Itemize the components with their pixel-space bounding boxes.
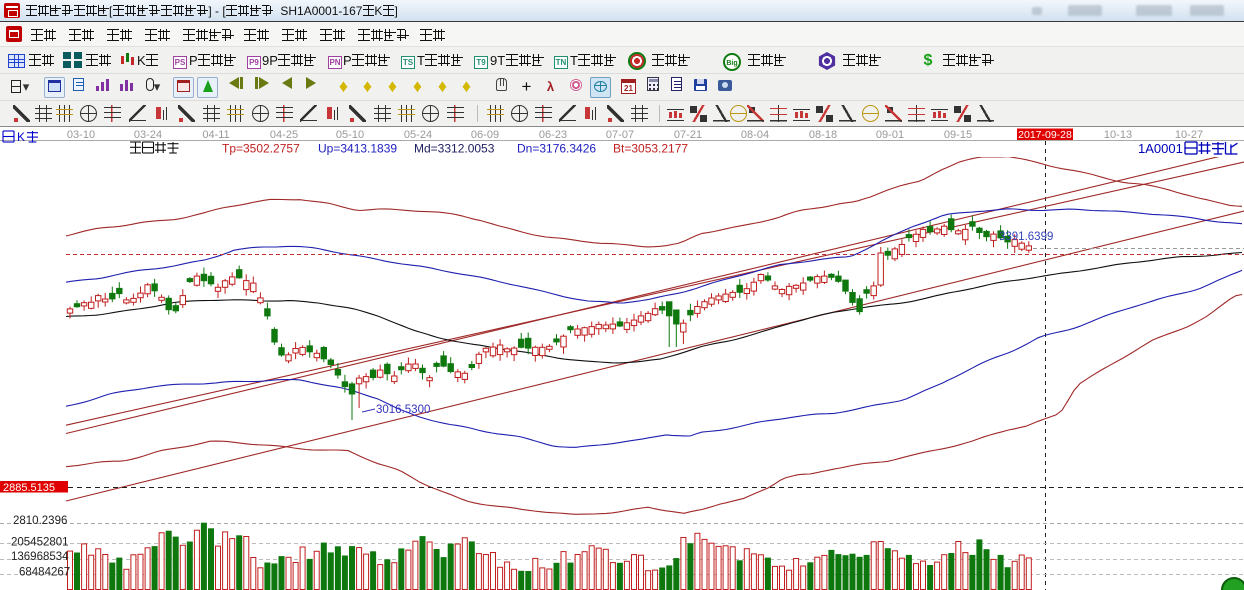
svg-text:Dn=3176.3426: Dn=3176.3426 (517, 142, 596, 156)
svg-text:09-01: 09-01 (876, 129, 904, 141)
svg-text:3016.5300: 3016.5300 (376, 404, 430, 416)
svg-text:205452801: 205452801 (11, 537, 69, 549)
svg-text:2810.2396: 2810.2396 (13, 515, 67, 527)
svg-text:04-11: 04-11 (202, 129, 229, 141)
svg-text:06-09: 06-09 (471, 129, 499, 141)
svg-text:136968534: 136968534 (11, 551, 69, 563)
svg-text:08-04: 08-04 (741, 129, 769, 141)
svg-text:2885.5135: 2885.5135 (3, 482, 55, 494)
svg-text:05-24: 05-24 (404, 129, 432, 141)
svg-text:K: K (17, 130, 25, 144)
svg-text:2017-09-28: 2017-09-28 (1018, 129, 1072, 141)
svg-text:09-15: 09-15 (944, 129, 972, 141)
svg-text:Tp=3502.2757: Tp=3502.2757 (222, 142, 300, 156)
svg-text:68484267: 68484267 (19, 567, 70, 579)
svg-text:03-24: 03-24 (134, 129, 162, 141)
svg-text:Md=3312.0053: Md=3312.0053 (414, 142, 495, 156)
svg-text:08-18: 08-18 (809, 129, 837, 141)
svg-text:Up=3413.1839: Up=3413.1839 (318, 142, 397, 156)
svg-text:07-21: 07-21 (674, 129, 702, 141)
svg-text:05-10: 05-10 (336, 129, 364, 141)
svg-text:06-23: 06-23 (539, 129, 567, 141)
svg-text:03-10: 03-10 (67, 129, 95, 141)
svg-text:3391.6399: 3391.6399 (999, 231, 1053, 243)
svg-text:07-07: 07-07 (606, 129, 634, 141)
svg-text:10-13: 10-13 (1104, 129, 1132, 141)
svg-text:04-25: 04-25 (270, 129, 298, 141)
svg-text:10-27: 10-27 (1175, 129, 1203, 141)
svg-text:1A0001: 1A0001 (1138, 141, 1183, 156)
svg-text:Bt=3053.2177: Bt=3053.2177 (613, 142, 688, 156)
